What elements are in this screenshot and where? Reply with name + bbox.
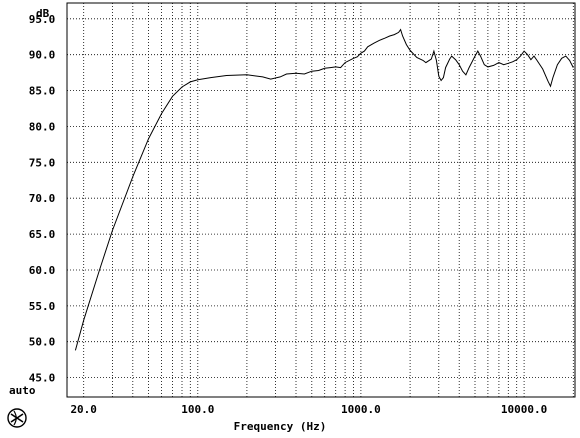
y-tick-label: 55.0 [29,300,56,313]
grid-lines [67,3,575,397]
y-tick-label: 60.0 [29,264,56,277]
y-tick-labels: 95.0 90.0 85.0 80.0 75.0 70.0 65.0 60.0 55.0 50.0… [29,13,56,385]
x-tick-label: 100.0 [181,403,214,416]
y-tick-label: 85.0 [29,85,56,98]
x-tick-label: 1000.0 [341,403,381,416]
y-bottom-label: auto [9,384,36,397]
y-tick-label: 95.0 [29,13,56,26]
response-curve [74,28,574,351]
y-tick-label: 45.0 [29,372,56,385]
y-tick-label: 50.0 [29,336,56,349]
x-tick-labels: 20.0 100.0 1000.0 10000.0 [70,403,547,416]
y-tick-label: 75.0 [29,156,56,169]
y-tick-label: 70.0 [29,192,56,205]
x-tick-label: 20.0 [70,403,97,416]
y-axis-label: dB [36,7,50,20]
plot-frame [66,2,576,398]
y-tick-label: 65.0 [29,228,56,241]
y-tick-label: 90.0 [29,49,56,62]
x-axis-label: Frequency (Hz) [234,420,327,433]
x-tick-label: 10000.0 [501,403,547,416]
roundel-logo-icon [7,408,27,428]
y-tick-label: 80.0 [29,120,56,133]
